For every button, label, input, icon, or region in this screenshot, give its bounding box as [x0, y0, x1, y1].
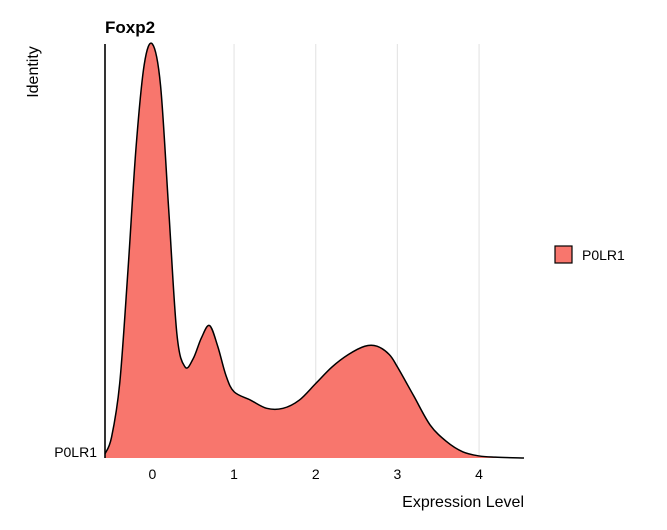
density-outline — [104, 42, 525, 459]
legend-label: P0LR1 — [582, 247, 625, 263]
legend-key — [554, 245, 573, 264]
y-tick-label: P0LR1 — [54, 444, 97, 460]
density-area — [105, 43, 524, 458]
x-axis-title: Expression Level — [402, 494, 524, 511]
chart-title: Foxp2 — [105, 18, 155, 37]
x-tick-label: 0 — [148, 466, 156, 482]
x-tick-label: 3 — [394, 466, 402, 482]
y-axis-ticks: P0LR1 — [54, 444, 97, 460]
legend: P0LR1 — [554, 245, 625, 264]
x-tick-label: 1 — [230, 466, 238, 482]
x-tick-label: 2 — [312, 466, 320, 482]
y-axis-title: Identity — [25, 46, 42, 98]
density-series — [104, 42, 525, 459]
x-tick-label: 4 — [475, 466, 483, 482]
x-axis-ticks: 0 1 2 3 4 — [148, 466, 483, 482]
